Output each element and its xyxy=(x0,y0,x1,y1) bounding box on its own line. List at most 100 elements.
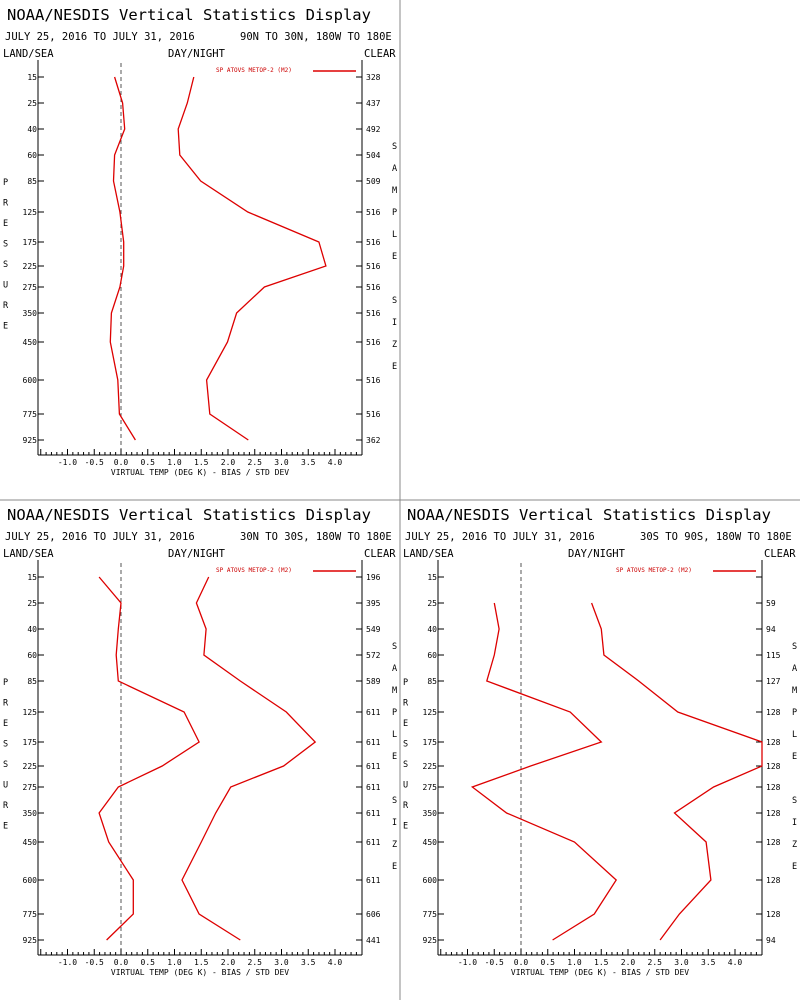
sample-size-label: 611 xyxy=(366,708,381,717)
x-tick-label: 1.0 xyxy=(567,958,582,967)
pressure-level-label: 275 xyxy=(23,283,38,292)
sample-size-axis-letter: P xyxy=(392,708,397,718)
pressure-axis-letter: E xyxy=(3,322,8,332)
bias-line xyxy=(98,576,200,941)
sample-size-axis-letter: S xyxy=(392,142,397,152)
day-night-label: DAY/NIGHT xyxy=(568,548,626,560)
pressure-axis-letter: S xyxy=(3,740,8,750)
x-tick-label: 0.0 xyxy=(514,958,529,967)
x-tick-label: 2.5 xyxy=(248,458,263,467)
sample-size-axis-letter: E xyxy=(792,752,797,762)
pressure-level-label: 175 xyxy=(23,238,38,247)
pressure-axis-letter: P xyxy=(403,678,408,688)
land-sea-label: LAND/SEA xyxy=(3,548,54,560)
x-tick-label: 2.0 xyxy=(621,958,636,967)
pressure-axis-letter: E xyxy=(403,719,408,729)
pressure-level-label: 25 xyxy=(27,99,37,108)
pressure-level-label: 450 xyxy=(423,838,438,847)
sample-size-label: 395 xyxy=(366,599,381,608)
pressure-axis-letter: S xyxy=(3,240,8,250)
pressure-level-label: 450 xyxy=(23,338,38,347)
region-label: 30N TO 30S, 180W TO 180E xyxy=(240,531,392,543)
sample-size-label: 611 xyxy=(366,738,381,747)
x-tick-label: 2.0 xyxy=(221,458,236,467)
legend-label: SP ATOVS METOP-2 (M2) xyxy=(216,567,292,574)
sample-size-axis-letter: P xyxy=(392,208,397,218)
pressure-axis-letter: U xyxy=(3,281,8,291)
x-tick-label: 2.5 xyxy=(648,958,663,967)
clear-label: CLEAR xyxy=(364,548,396,560)
land-sea-label: LAND/SEA xyxy=(403,548,454,560)
sample-size-axis-letter: P xyxy=(792,708,797,718)
chart-panel-1: NOAA/NESDIS Vertical Statistics Display J… xyxy=(3,6,397,477)
x-tick-label: 3.5 xyxy=(701,958,716,967)
sample-size-axis-letter: E xyxy=(392,752,397,762)
sample-size-axis-letter: M xyxy=(792,686,797,696)
x-tick-label: 4.0 xyxy=(328,958,343,967)
date-range: JULY 25, 2016 TO JULY 31, 2016 xyxy=(5,31,195,43)
chart-panel-2: NOAA/NESDIS Vertical Statistics Display J… xyxy=(3,506,397,977)
pressure-axis-letter: R xyxy=(3,801,9,811)
pressure-level-label: 275 xyxy=(423,783,438,792)
region-label: 30S TO 90S, 180W TO 180E xyxy=(640,531,792,543)
date-range: JULY 25, 2016 TO JULY 31, 2016 xyxy=(405,531,595,543)
pressure-level-label: 600 xyxy=(23,876,38,885)
sample-size-label: 441 xyxy=(366,936,381,945)
pressure-axis-letter: P xyxy=(3,178,8,188)
pressure-level-label: 175 xyxy=(423,738,438,747)
land-sea-label: LAND/SEA xyxy=(3,48,54,60)
sample-size-label: 611 xyxy=(366,809,381,818)
pressure-axis-letter: S xyxy=(3,260,8,270)
x-tick-label: -0.5 xyxy=(485,958,504,967)
bias-line xyxy=(109,76,136,441)
x-tick-label: 0.0 xyxy=(114,958,129,967)
x-tick-label: 0.5 xyxy=(141,458,156,467)
pressure-axis-letter: R xyxy=(3,301,9,311)
pressure-level-label: 25 xyxy=(427,599,437,608)
x-axis-title: VIRTUAL TEMP (DEG K) - BIAS / STD DEV xyxy=(111,968,289,977)
sample-size-label: 549 xyxy=(366,625,381,634)
sample-size-axis-letter: S xyxy=(392,642,397,652)
x-tick-label: -0.5 xyxy=(85,458,104,467)
pressure-axis-letter: U xyxy=(403,781,408,791)
sample-size-label: 128 xyxy=(766,783,781,792)
x-tick-label: 0.5 xyxy=(141,958,156,967)
x-tick-label: 2.0 xyxy=(221,958,236,967)
pressure-axis-letter: E xyxy=(3,219,8,229)
clear-label: CLEAR xyxy=(764,548,796,560)
pressure-level-label: 225 xyxy=(23,762,38,771)
pressure-axis-letter: S xyxy=(3,760,8,770)
sample-size-label: 128 xyxy=(766,910,781,919)
pressure-level-label: 350 xyxy=(423,809,438,818)
sample-size-label: 516 xyxy=(366,410,381,419)
sample-size-label: 362 xyxy=(366,436,381,445)
sample-size-axis-letter: E xyxy=(392,252,397,262)
x-tick-label: -1.0 xyxy=(58,958,77,967)
pressure-level-label: 85 xyxy=(27,677,37,686)
pressure-axis-letter: E xyxy=(3,822,8,832)
pressure-level-label: 15 xyxy=(427,573,437,582)
x-tick-label: 3.5 xyxy=(301,958,316,967)
x-tick-label: 1.5 xyxy=(594,958,609,967)
date-range: JULY 25, 2016 TO JULY 31, 2016 xyxy=(5,531,195,543)
sample-size-axis-letter: M xyxy=(392,686,397,696)
sample-size-label: 328 xyxy=(366,73,381,82)
chart-panel-3: NOAA/NESDIS Vertical Statistics Display J… xyxy=(403,506,797,977)
sample-size-axis-letter: L xyxy=(392,230,397,240)
pressure-axis-letter: S xyxy=(403,760,408,770)
sample-size-axis-letter: E xyxy=(392,362,397,372)
pressure-level-label: 25 xyxy=(27,599,37,608)
sample-size-label: 128 xyxy=(766,838,781,847)
sample-size-label: 611 xyxy=(366,838,381,847)
sample-size-axis-letter: I xyxy=(392,818,397,828)
sample-size-label: 516 xyxy=(366,262,381,271)
legend-label: SP ATOVS METOP-2 (M2) xyxy=(216,67,292,74)
std-dev-line xyxy=(177,76,327,441)
x-tick-label: 4.0 xyxy=(728,958,743,967)
sample-size-label: 516 xyxy=(366,309,381,318)
std-dev-line xyxy=(181,576,317,941)
pressure-level-label: 125 xyxy=(423,708,438,717)
sample-size-label: 509 xyxy=(366,177,381,186)
pressure-level-label: 85 xyxy=(27,177,37,186)
chart-title: NOAA/NESDIS Vertical Statistics Display xyxy=(7,506,371,524)
